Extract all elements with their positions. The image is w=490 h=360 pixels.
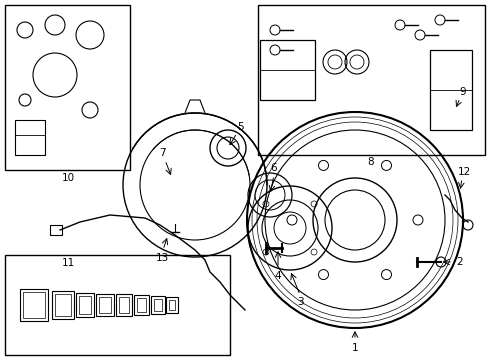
Bar <box>151 296 165 314</box>
Bar <box>76 293 94 317</box>
Bar <box>137 298 146 312</box>
Bar <box>96 294 114 316</box>
Bar <box>99 297 111 313</box>
Bar <box>52 291 74 319</box>
Text: 7: 7 <box>159 148 165 158</box>
Bar <box>15 120 45 155</box>
Bar <box>119 297 129 313</box>
Text: 11: 11 <box>61 258 74 268</box>
Text: 4: 4 <box>275 271 281 281</box>
Bar <box>79 296 91 314</box>
Bar <box>166 297 178 313</box>
Text: 5: 5 <box>237 122 244 132</box>
Bar <box>20 289 48 321</box>
Text: 2: 2 <box>457 257 464 267</box>
Text: 6: 6 <box>270 163 277 173</box>
Bar <box>116 294 132 316</box>
Text: 13: 13 <box>155 253 169 263</box>
Bar <box>23 292 45 318</box>
Bar <box>154 299 162 311</box>
Text: 3: 3 <box>296 297 303 307</box>
Text: 10: 10 <box>61 173 74 183</box>
Text: 8: 8 <box>368 157 374 167</box>
Bar <box>260 40 315 100</box>
Bar <box>55 294 71 316</box>
Text: 1: 1 <box>352 343 358 353</box>
Bar <box>134 295 149 315</box>
Text: 9: 9 <box>460 87 466 97</box>
Text: 12: 12 <box>457 167 470 177</box>
Bar <box>169 300 175 310</box>
Bar <box>430 50 472 130</box>
